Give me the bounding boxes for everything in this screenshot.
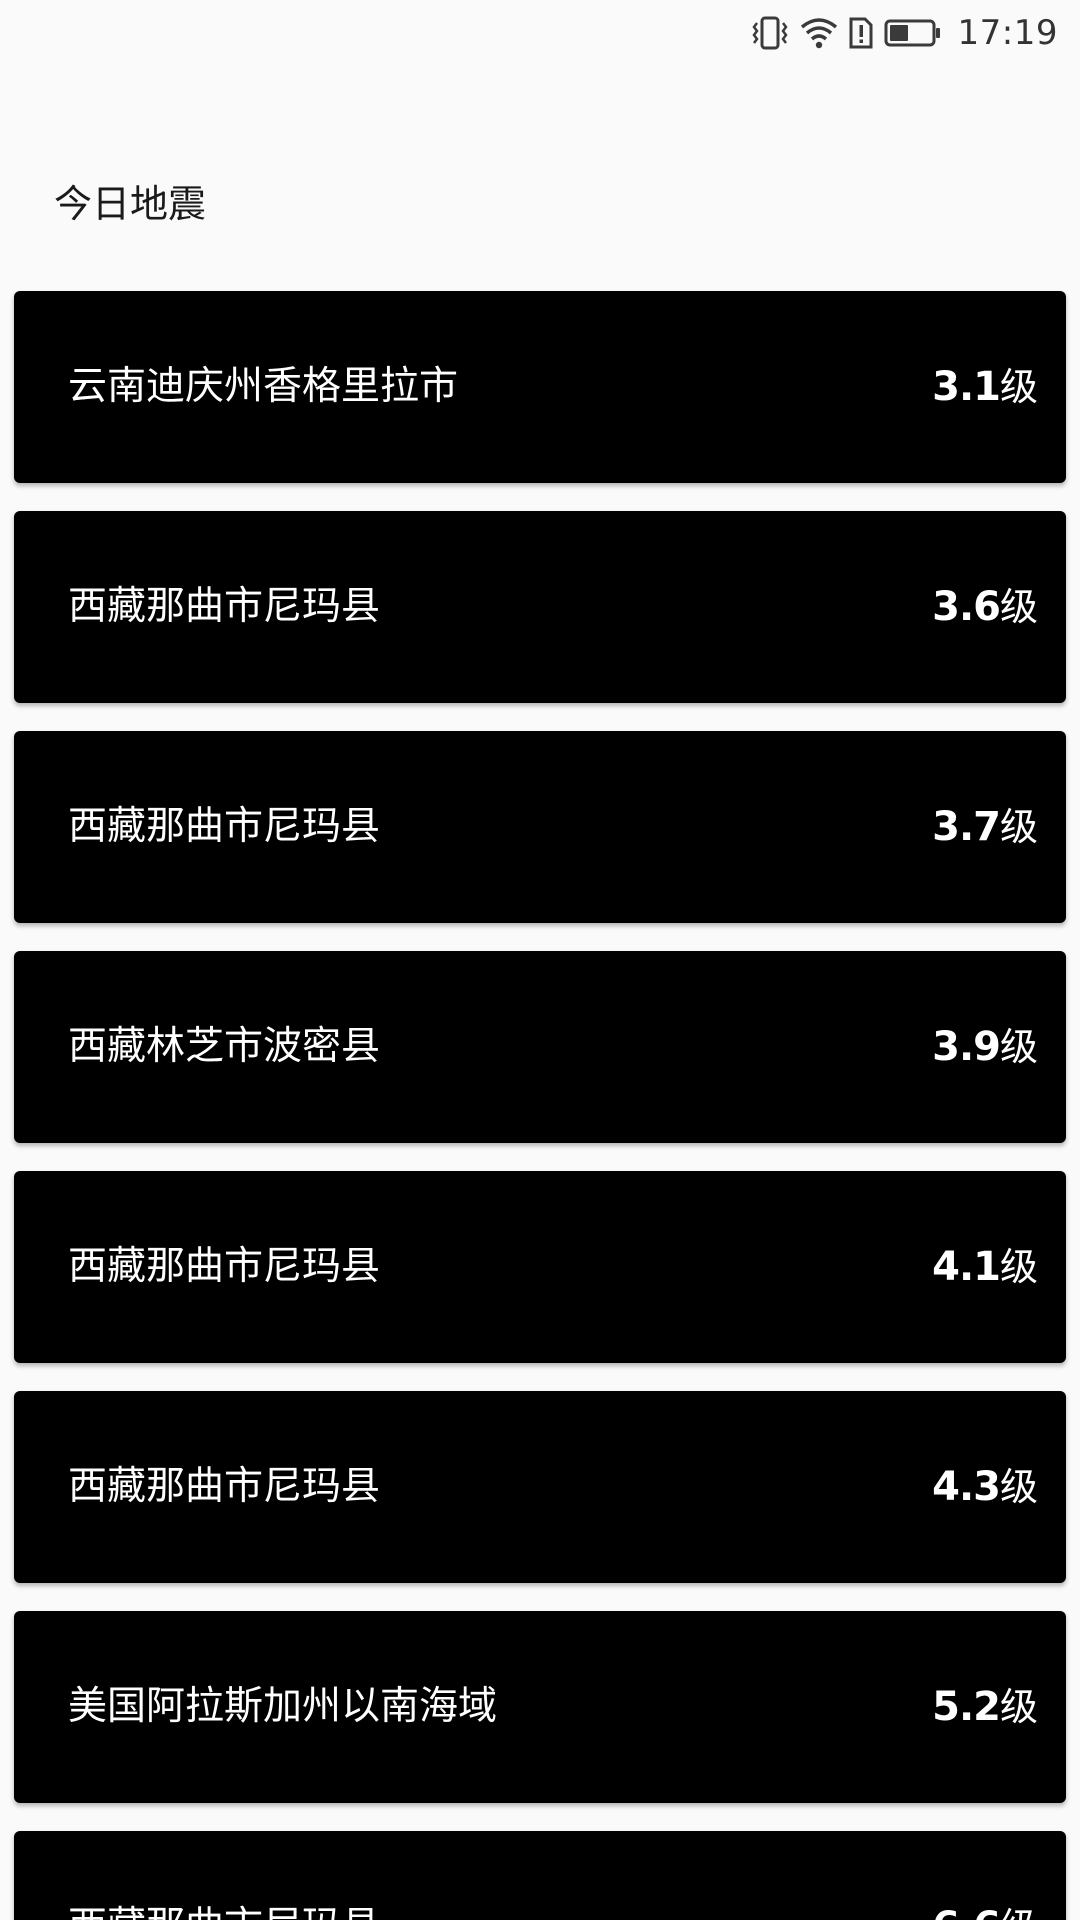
earthquake-location: 西藏林芝市波密县: [68, 1024, 381, 1069]
status-time: 17:19: [957, 13, 1058, 53]
earthquake-card[interactable]: 西藏那曲市尼玛县 3.7级: [14, 731, 1066, 923]
magnitude-value: 3.7: [932, 804, 1001, 850]
magnitude-value: 3.1: [932, 364, 1001, 410]
earthquake-location: 美国阿拉斯加州以南海域: [68, 1684, 498, 1729]
magnitude-value: 3.9: [932, 1024, 1001, 1070]
status-bar: 17:19: [0, 0, 1080, 66]
earthquake-magnitude: 3.6级: [932, 511, 1038, 703]
earthquake-location: 西藏那曲市尼玛县: [68, 1464, 381, 1509]
magnitude-value: 6.6: [932, 1904, 1001, 1920]
earthquake-magnitude: 3.7级: [932, 731, 1038, 923]
earthquake-magnitude: 4.3级: [932, 1391, 1038, 1583]
earthquake-location: 西藏那曲市尼玛县: [68, 584, 381, 629]
earthquake-card[interactable]: 西藏那曲市尼玛县 4.1级: [14, 1171, 1066, 1363]
magnitude-unit: 级: [999, 585, 1038, 629]
earthquake-list: 云南迪庆州香格里拉市 3.1级 西藏那曲市尼玛县 3.6级 西藏那曲市尼玛县 3…: [14, 291, 1066, 1920]
earthquake-card[interactable]: 云南迪庆州香格里拉市 3.1级: [14, 291, 1066, 483]
earthquake-location: 西藏那曲市尼玛县: [68, 1244, 381, 1289]
magnitude-unit: 级: [1000, 1905, 1038, 1920]
earthquake-magnitude: 4.1级: [932, 1171, 1038, 1363]
magnitude-unit: 级: [999, 365, 1038, 409]
magnitude-unit: 级: [999, 805, 1038, 849]
magnitude-unit: 级: [999, 1465, 1038, 1509]
magnitude-value: 5.2: [932, 1684, 1001, 1730]
magnitude-unit: 级: [999, 1025, 1038, 1069]
earthquake-magnitude: 5.2级: [932, 1611, 1038, 1803]
magnitude-value: 3.6: [932, 584, 1001, 630]
earthquake-magnitude: 3.1级: [932, 291, 1038, 483]
magnitude-unit: 级: [999, 1245, 1038, 1289]
magnitude-unit: 级: [999, 1685, 1038, 1729]
sim-alert-icon: [848, 16, 874, 50]
magnitude-value: 4.3: [932, 1464, 1001, 1510]
earthquake-card[interactable]: 西藏那曲市尼玛县 3.6级: [14, 511, 1066, 703]
status-icons: 17:19: [750, 12, 1058, 54]
earthquake-location: 西藏那曲市尼玛县: [68, 804, 381, 849]
battery-icon: [884, 18, 942, 48]
earthquake-location: 云南迪庆州香格里拉市: [68, 364, 459, 409]
magnitude-value: 4.1: [932, 1244, 1001, 1290]
earthquake-magnitude: 6.6级: [932, 1831, 1038, 1920]
earthquake-card[interactable]: 西藏那曲市尼玛县 6.6级: [14, 1831, 1066, 1920]
wifi-icon: [800, 16, 838, 50]
earthquake-location: 西藏那曲市尼玛县: [68, 1831, 380, 1920]
vibrate-icon: [750, 15, 790, 51]
earthquake-card[interactable]: 西藏那曲市尼玛县 4.3级: [14, 1391, 1066, 1583]
earthquake-magnitude: 3.9级: [932, 951, 1038, 1143]
page-title: 今日地震: [54, 182, 207, 226]
earthquake-card[interactable]: 西藏林芝市波密县 3.9级: [14, 951, 1066, 1143]
earthquake-card[interactable]: 美国阿拉斯加州以南海域 5.2级: [14, 1611, 1066, 1803]
